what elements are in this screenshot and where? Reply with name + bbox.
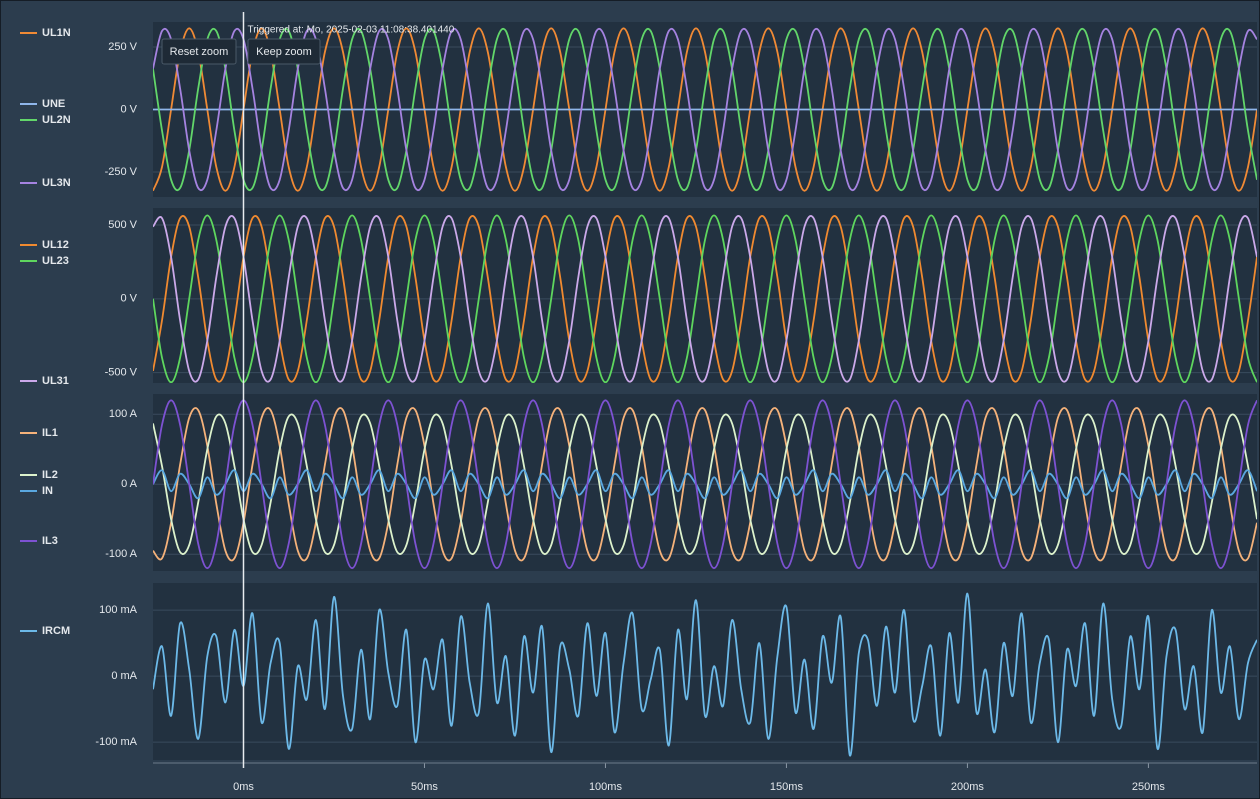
legend-label: UNE — [42, 98, 65, 110]
legend-label: IRCM — [42, 625, 70, 637]
y-tick-label: -500 V — [105, 367, 138, 379]
y-tick-label: -100 mA — [95, 736, 137, 748]
series-group — [153, 399, 1257, 570]
waveform — [153, 27, 1257, 192]
waveform — [153, 399, 1257, 570]
y-tick-label: 0 V — [120, 103, 137, 115]
waveform — [153, 407, 1257, 562]
legend-label: UL12 — [42, 239, 69, 251]
trigger-label: Triggered at: Mo, 2025-02-03 11:08:38.40… — [247, 25, 454, 36]
legend-label: IL2 — [42, 469, 58, 481]
waveform — [153, 413, 1257, 555]
series-group — [153, 592, 1257, 757]
legend-label: UL23 — [42, 255, 69, 267]
y-tick-label: 250 V — [108, 41, 137, 53]
legend-label: IL3 — [42, 535, 58, 547]
waveform — [153, 27, 1257, 192]
legend-label: UL31 — [42, 375, 69, 387]
y-tick-label: 500 V — [108, 219, 137, 231]
y-tick-label: 0 A — [121, 478, 138, 490]
x-tick-label: 200ms — [951, 781, 985, 793]
legend-label: IL1 — [42, 427, 58, 439]
legend-label: UL1N — [42, 27, 71, 39]
x-tick-label: 150ms — [770, 781, 804, 793]
button-label[interactable]: Keep zoom — [256, 46, 312, 58]
x-tick-label: 50ms — [411, 781, 438, 793]
waveform — [153, 214, 1257, 383]
y-tick-label: 100 A — [109, 408, 138, 420]
y-tick-label: 100 mA — [99, 604, 138, 616]
x-tick-label: 0ms — [233, 781, 254, 793]
waveform — [153, 215, 1257, 383]
x-tick-label: 250ms — [1132, 781, 1166, 793]
legend-label: UL2N — [42, 114, 71, 126]
button-label[interactable]: Reset zoom — [170, 46, 229, 58]
waveform — [153, 469, 1257, 500]
x-tick-label: 100ms — [589, 781, 623, 793]
y-tick-label: -100 A — [105, 548, 137, 560]
zoom-button[interactable]: Keep zoom — [247, 38, 321, 65]
waveform — [153, 592, 1257, 757]
legend-label: UL3N — [42, 177, 71, 189]
button-face[interactable] — [161, 38, 237, 65]
series-group — [153, 27, 1257, 192]
y-tick-label: 0 V — [120, 293, 137, 305]
button-face[interactable] — [247, 38, 321, 65]
zoom-button[interactable]: Reset zoom — [161, 38, 237, 65]
legend-label: IN — [42, 485, 53, 497]
plot-area — [153, 583, 1257, 760]
waveform — [153, 27, 1257, 192]
waveform — [153, 215, 1257, 383]
y-tick-label: 0 mA — [111, 670, 137, 682]
y-tick-label: -250 V — [105, 166, 138, 178]
series-group — [153, 214, 1257, 383]
